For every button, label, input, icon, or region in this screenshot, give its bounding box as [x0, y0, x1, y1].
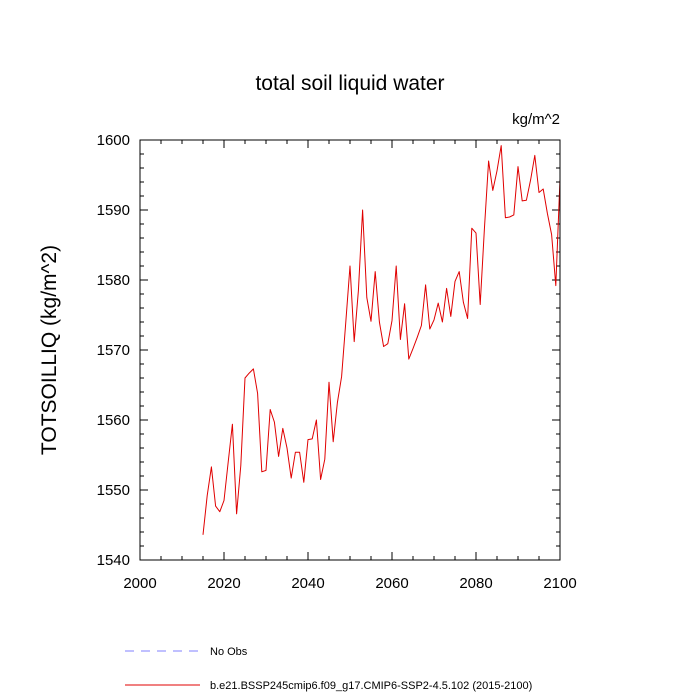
plot-frame — [139, 139, 561, 561]
y-tick-label: 1580 — [97, 272, 130, 289]
series-layer — [202, 145, 561, 535]
units-label: kg/m^2 — [512, 111, 560, 128]
legend: No Obs b.e21.BSSP245cmip6.f09_g17.CMIP6-… — [125, 646, 532, 692]
legend-label-model: b.e21.BSSP245cmip6.f09_g17.CMIP6-SSP2-4.… — [210, 680, 532, 692]
y-tick-label: 1560 — [97, 412, 130, 429]
x-tick-label: 2020 — [207, 575, 240, 592]
y-tick-label: 1590 — [97, 202, 130, 219]
y-tick-label: 1540 — [97, 552, 130, 569]
x-tick-label: 2000 — [123, 575, 156, 592]
axis-ticks: 2000 2020 2040 2060 2080 2100 1540 1550 1560 1570… — [97, 132, 577, 592]
y-tick-label: 1570 — [97, 342, 130, 359]
legend-label-no-obs: No Obs — [210, 646, 248, 658]
x-tick-label: 2060 — [375, 575, 408, 592]
x-tick-label: 2040 — [291, 575, 324, 592]
series-line — [202, 145, 561, 535]
x-tick-label: 2100 — [543, 575, 576, 592]
y-tick-label: 1550 — [97, 482, 130, 499]
y-axis-label: TOTSOILLIQ (kg/m^2) — [38, 245, 61, 455]
chart-title: total soil liquid water — [255, 72, 444, 95]
x-tick-label: 2080 — [459, 575, 492, 592]
y-tick-label: 1600 — [97, 132, 130, 149]
